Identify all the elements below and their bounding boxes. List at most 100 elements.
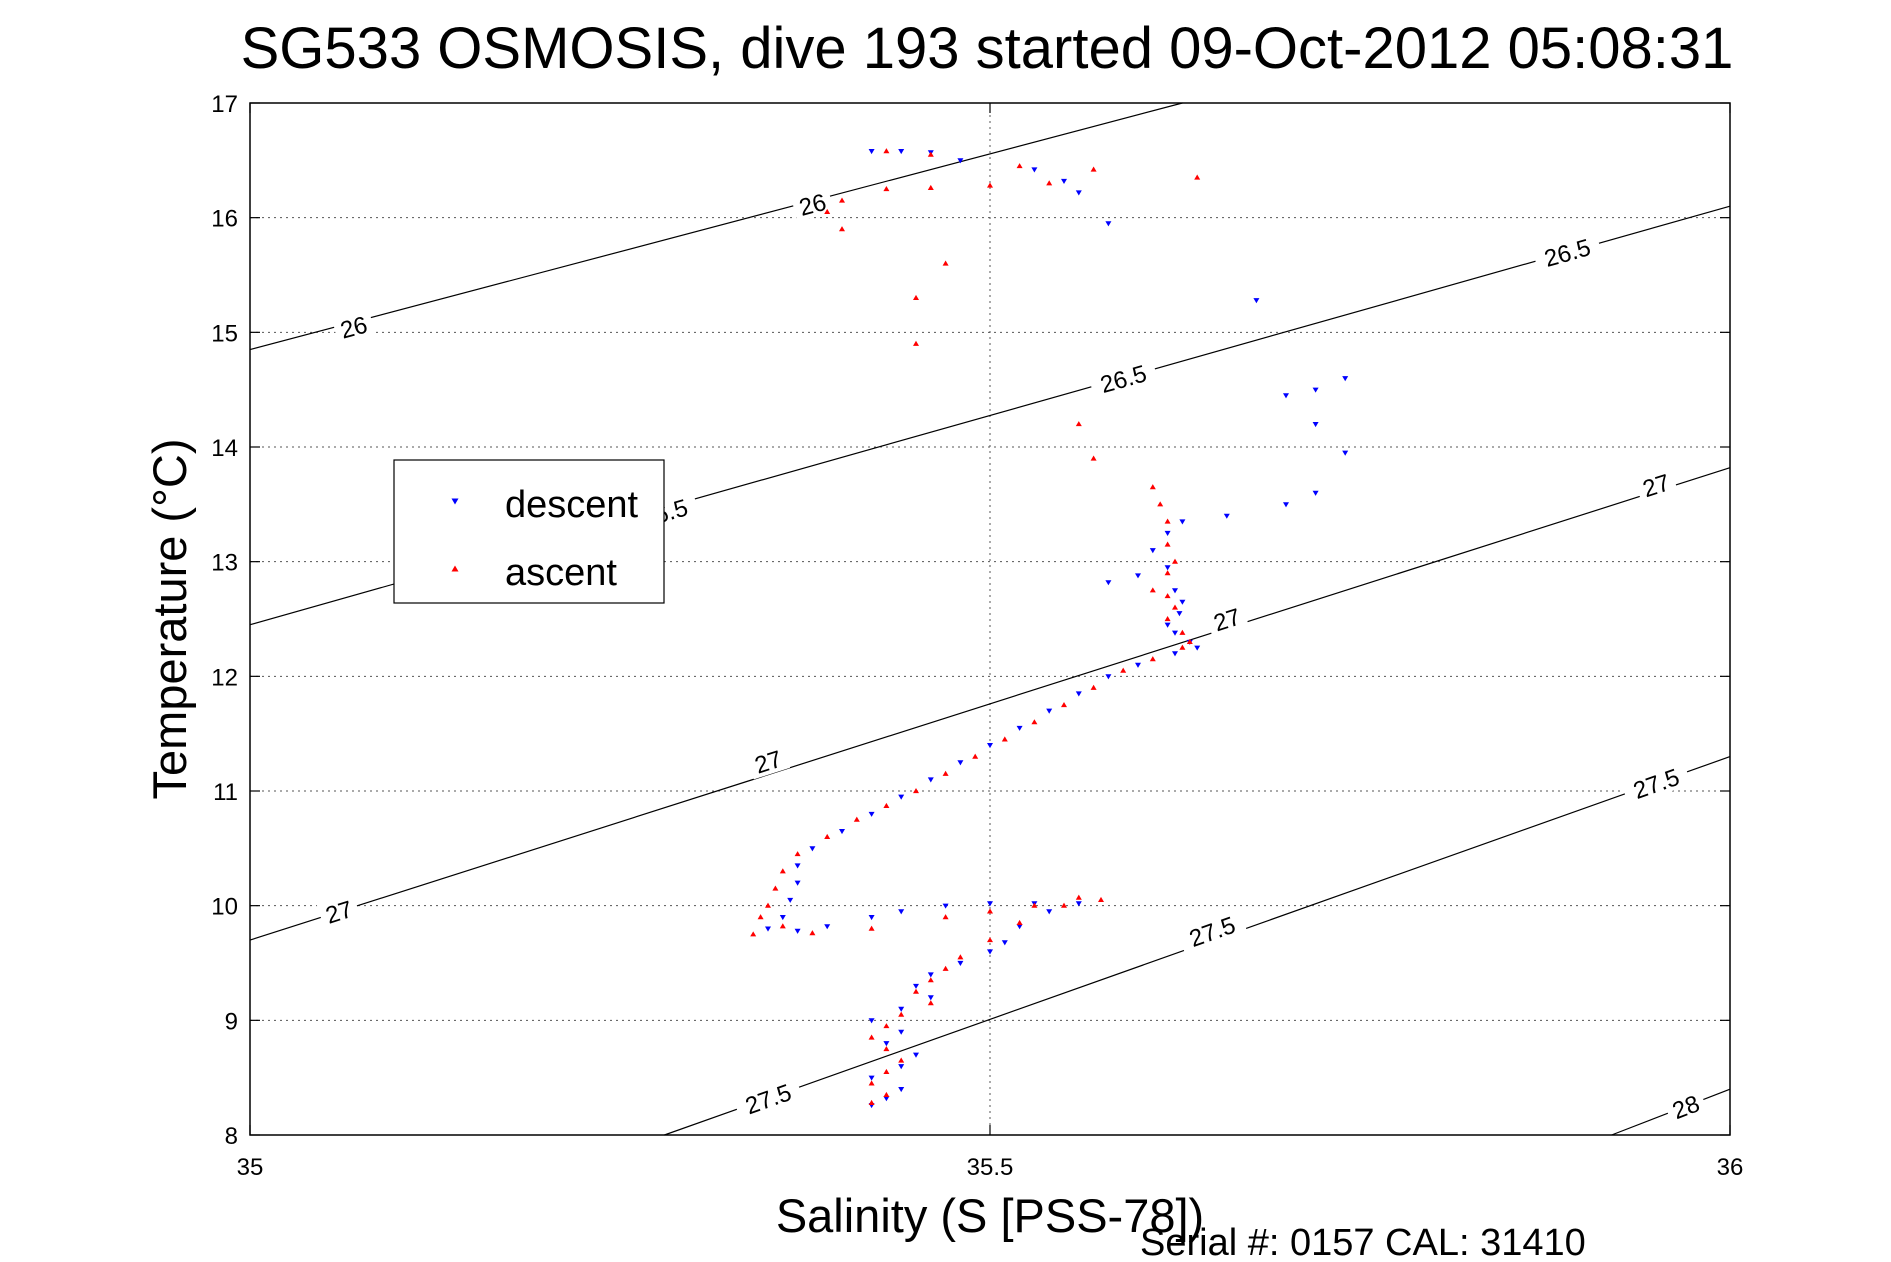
descent-point bbox=[927, 995, 934, 1001]
serial-footer: Serial #: 0157 CAL: 31410 bbox=[1140, 1222, 1586, 1262]
descent-point bbox=[809, 846, 816, 852]
x-tick-label: 36 bbox=[1717, 1154, 1744, 1181]
descent-point bbox=[1312, 490, 1319, 496]
descent-point bbox=[1179, 519, 1186, 525]
ascent-point bbox=[779, 868, 786, 874]
ascent-point bbox=[750, 931, 757, 937]
descent-legend-label: descent bbox=[505, 484, 639, 526]
descent-point bbox=[942, 903, 949, 909]
y-tick-label: 14 bbox=[211, 435, 238, 462]
ascent-point bbox=[883, 148, 890, 154]
ascent-point bbox=[1149, 484, 1156, 490]
ascent-point bbox=[868, 925, 875, 931]
descent-point bbox=[987, 743, 993, 749]
ascent-point bbox=[1172, 604, 1178, 610]
descent-point bbox=[1283, 393, 1289, 399]
descent-point bbox=[868, 1075, 875, 1081]
descent-point bbox=[898, 1006, 905, 1012]
ascent-point bbox=[1090, 166, 1097, 172]
ascent-point bbox=[757, 914, 764, 920]
data-series bbox=[750, 148, 1349, 1109]
descent-point bbox=[957, 158, 964, 164]
ascent-point bbox=[957, 954, 964, 960]
ascent-point bbox=[927, 977, 934, 983]
descent-point bbox=[1342, 376, 1349, 382]
descent-point bbox=[779, 915, 786, 921]
descent-point bbox=[898, 1087, 905, 1093]
descent-point bbox=[839, 829, 845, 835]
chart-title: SG533 OSMOSIS, dive 193 started 09-Oct-2… bbox=[241, 16, 1734, 81]
ascent-point bbox=[987, 937, 993, 943]
ascent-point bbox=[1179, 629, 1186, 635]
descent-point bbox=[868, 811, 875, 817]
descent-point bbox=[987, 949, 993, 955]
ascent-point bbox=[1149, 656, 1156, 662]
ascent-point bbox=[1186, 638, 1193, 645]
descent-point bbox=[1312, 421, 1319, 428]
descent-point bbox=[913, 1052, 919, 1058]
ascent-point bbox=[1179, 644, 1186, 650]
ascent-point bbox=[883, 1023, 890, 1029]
ascent-point bbox=[794, 851, 801, 857]
ascent-point bbox=[868, 1034, 875, 1040]
x-tick-label: 35 bbox=[237, 1154, 264, 1181]
ascent-point bbox=[772, 885, 779, 891]
ascent-point bbox=[839, 197, 845, 203]
descent-point bbox=[927, 777, 934, 783]
ascent-point bbox=[913, 340, 919, 346]
isopycnal-line bbox=[249, 102, 1183, 351]
ascent-point bbox=[883, 802, 890, 809]
isopycnal-label: 26 bbox=[331, 307, 376, 345]
ascent-point bbox=[1031, 719, 1038, 725]
ascent-point bbox=[927, 151, 934, 157]
descent-point bbox=[794, 863, 801, 869]
ascent-point bbox=[1061, 702, 1067, 708]
descent-point bbox=[898, 909, 905, 915]
descent-point bbox=[765, 926, 771, 932]
ascent-point bbox=[942, 965, 949, 971]
ascent-point bbox=[779, 923, 786, 929]
descent-point bbox=[1135, 573, 1141, 579]
descent-point bbox=[868, 149, 875, 155]
descent-point bbox=[927, 972, 934, 978]
ascent-legend-label: ascent bbox=[505, 552, 617, 594]
ascent-point bbox=[1164, 616, 1171, 622]
ascent-point bbox=[1031, 902, 1038, 908]
ascent-point bbox=[898, 1057, 905, 1063]
legend: descent ascent bbox=[393, 459, 665, 604]
descent-point bbox=[1194, 645, 1201, 651]
ascent-point bbox=[1090, 455, 1097, 461]
ascent-point bbox=[883, 186, 890, 192]
y-tick-label: 13 bbox=[211, 550, 238, 577]
descent-legend-marker bbox=[451, 498, 459, 505]
descent-point bbox=[794, 880, 801, 886]
descent-point bbox=[1172, 588, 1178, 594]
ascent-point bbox=[927, 184, 934, 190]
y-tick-label: 10 bbox=[211, 894, 238, 921]
ascent-point bbox=[972, 753, 979, 759]
ascent-point bbox=[1164, 541, 1171, 547]
y-tick-label: 11 bbox=[213, 779, 238, 806]
descent-point bbox=[1164, 622, 1171, 628]
descent-point bbox=[1046, 909, 1053, 915]
descent-point bbox=[913, 983, 919, 989]
ascent-point bbox=[1046, 180, 1053, 186]
descent-point bbox=[1135, 662, 1141, 668]
ascent-point bbox=[1016, 919, 1023, 925]
descent-point bbox=[1031, 167, 1038, 173]
y-tick-label: 15 bbox=[211, 320, 238, 347]
ascent-point bbox=[1075, 894, 1082, 900]
ascent-point bbox=[1090, 684, 1097, 690]
ascent-point bbox=[1164, 518, 1171, 524]
ascent-legend-marker bbox=[451, 565, 459, 572]
descent-point bbox=[1075, 901, 1082, 907]
descent-point bbox=[824, 924, 831, 930]
ascent-point bbox=[913, 788, 919, 794]
isopycnal-label: 27 bbox=[1633, 464, 1679, 503]
ascent-point bbox=[927, 1000, 934, 1006]
descent-point bbox=[1223, 513, 1230, 519]
isopycnal-line bbox=[249, 467, 1731, 941]
descent-point bbox=[1016, 725, 1023, 731]
